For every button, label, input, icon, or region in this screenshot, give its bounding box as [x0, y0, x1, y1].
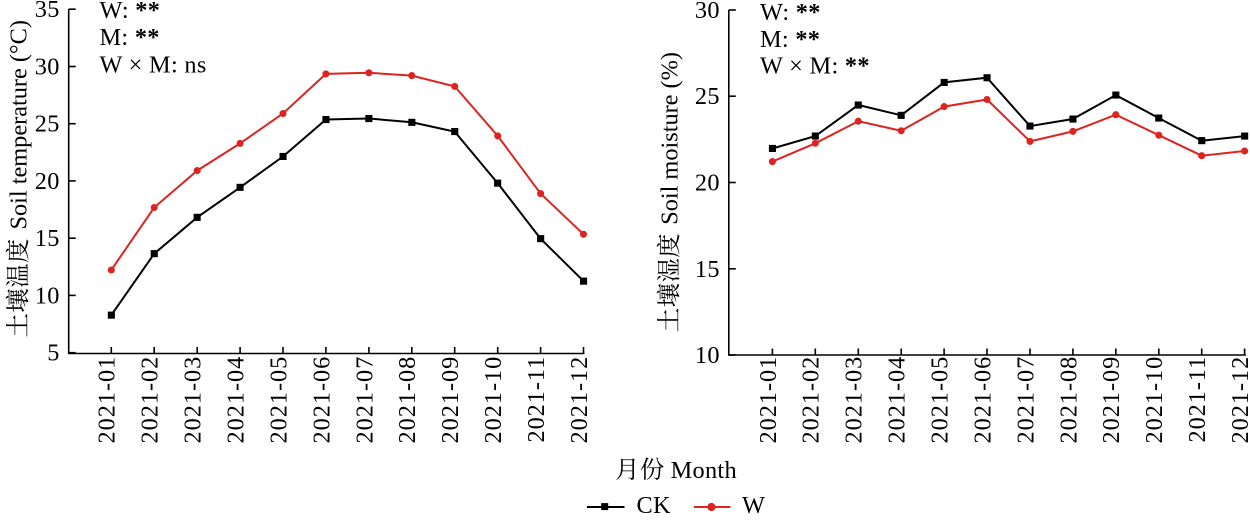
svg-text:2021-02: 2021-02: [798, 356, 825, 444]
svg-text:Soil moisture (%): Soil moisture (%): [657, 52, 684, 225]
svg-text:2021-02: 2021-02: [137, 356, 164, 444]
svg-text:25: 25: [695, 83, 720, 110]
svg-text:2021-03: 2021-03: [841, 356, 868, 444]
svg-text:25: 25: [35, 111, 60, 138]
svg-text:2021-11: 2021-11: [523, 356, 550, 443]
svg-text:30: 30: [695, 0, 720, 24]
svg-text:2021-12: 2021-12: [566, 356, 593, 444]
svg-text:2021-01: 2021-01: [94, 356, 121, 444]
svg-text:M: **: M: **: [760, 26, 820, 53]
svg-text:2021-06: 2021-06: [308, 356, 335, 444]
svg-text:35: 35: [35, 0, 60, 23]
svg-text:20: 20: [695, 170, 720, 197]
svg-text:20: 20: [35, 168, 60, 195]
svg-text:W × M: **: W × M: **: [760, 53, 870, 80]
svg-text:2021-08: 2021-08: [1055, 356, 1082, 444]
svg-text:W: **: W: **: [100, 0, 161, 24]
svg-text:30: 30: [35, 54, 60, 81]
svg-text:W: W: [742, 492, 765, 515]
svg-text:2021-04: 2021-04: [884, 356, 911, 444]
svg-text:2021-11: 2021-11: [1184, 356, 1211, 443]
svg-text:2021-07: 2021-07: [351, 356, 378, 444]
svg-text:15: 15: [695, 256, 720, 283]
svg-text:2021-05: 2021-05: [265, 356, 292, 444]
svg-text:M: **: M: **: [100, 24, 160, 51]
svg-text:2021-01: 2021-01: [755, 356, 782, 444]
svg-text:2021-09: 2021-09: [437, 356, 464, 444]
svg-text:CK: CK: [637, 492, 672, 515]
svg-text:2021-09: 2021-09: [1098, 356, 1125, 444]
svg-text:2021-03: 2021-03: [180, 356, 207, 444]
svg-text:2021-04: 2021-04: [223, 356, 250, 444]
svg-text:Month: Month: [671, 457, 737, 484]
svg-text:10: 10: [695, 342, 720, 369]
svg-text:2021-05: 2021-05: [927, 356, 954, 444]
svg-text:2021-06: 2021-06: [969, 356, 996, 444]
svg-text:15: 15: [35, 225, 60, 252]
svg-text:Soil temperature (°C): Soil temperature (°C): [6, 20, 33, 229]
svg-text:2021-10: 2021-10: [480, 356, 507, 444]
svg-text:2021-07: 2021-07: [1012, 356, 1039, 444]
svg-text:W: **: W: **: [760, 0, 821, 26]
svg-text:2021-12: 2021-12: [1227, 356, 1250, 444]
svg-text:5: 5: [47, 340, 59, 367]
svg-text:2021-08: 2021-08: [394, 356, 421, 444]
svg-text:W × M: ns: W × M: ns: [100, 52, 207, 79]
svg-text:10: 10: [35, 282, 60, 309]
svg-text:2021-10: 2021-10: [1141, 356, 1168, 444]
